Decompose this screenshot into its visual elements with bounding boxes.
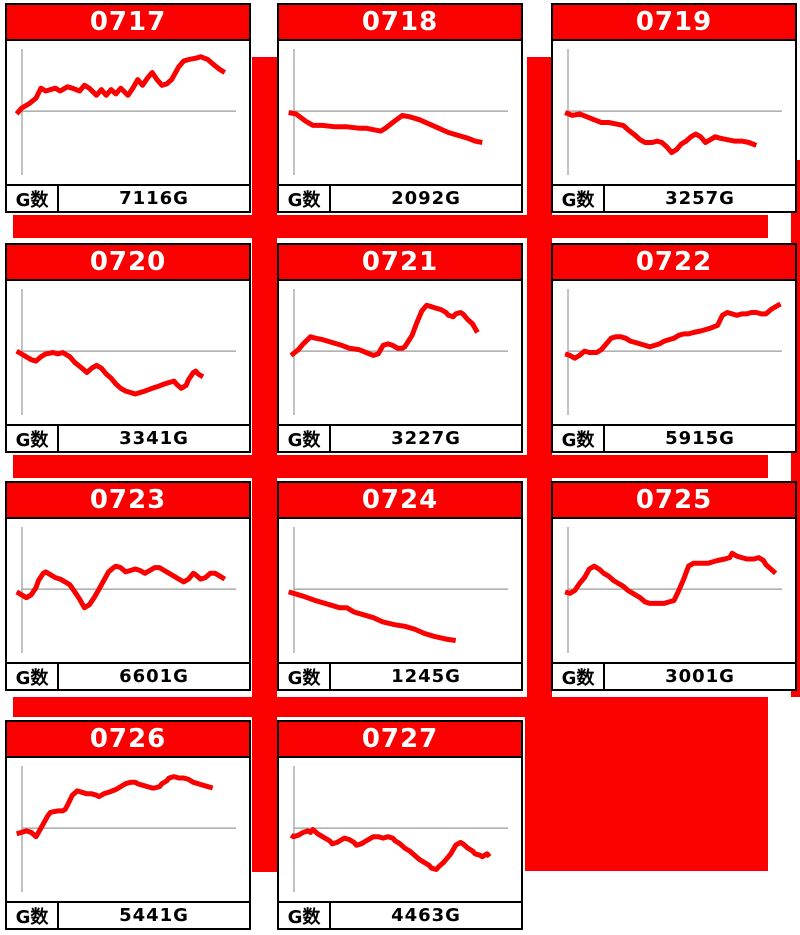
game-count-label: G数: [553, 186, 605, 211]
game-count-value: 3257G: [665, 188, 735, 209]
machine-card-0725[interactable]: 0725 G数 3001G: [551, 481, 797, 691]
trend-line: [288, 110, 483, 145]
trend-chart: [553, 519, 795, 662]
trend-chart: [279, 281, 521, 424]
game-count-footer: G数 4463G: [279, 901, 521, 928]
game-count-footer: G数 6601G: [7, 662, 249, 689]
game-count-label: G数: [7, 186, 59, 211]
empty-slot-red-block: [525, 697, 768, 871]
game-count-footer: G数 3341G: [7, 424, 249, 451]
machine-number-header: 0724: [279, 483, 521, 519]
game-count-value: 3341G: [119, 428, 189, 449]
gutter-band-vertical-2: [527, 57, 552, 697]
game-count-label: G数: [279, 903, 331, 928]
game-count-label: G数: [279, 186, 331, 211]
machine-number-header: 0720: [7, 245, 249, 281]
game-count-footer: G数 5915G: [553, 424, 795, 451]
game-count-value: 6601G: [119, 666, 189, 687]
game-count-label: G数: [7, 903, 59, 928]
machine-number-header: 0717: [7, 5, 249, 41]
trend-line: [564, 110, 758, 155]
machine-card-0717[interactable]: 0717 G数 7116G: [5, 3, 251, 213]
game-count-footer: G数 2092G: [279, 184, 521, 211]
machine-number-header: 0719: [553, 5, 795, 41]
trend-chart-svg: [564, 527, 782, 653]
game-count-label: G数: [553, 664, 605, 689]
machine-card-0720[interactable]: 0720 G数 3341G: [5, 243, 251, 453]
trend-line: [289, 302, 480, 358]
trend-line: [15, 563, 227, 611]
trend-line: [14, 54, 227, 116]
trend-chart: [553, 41, 795, 184]
trend-line: [287, 589, 457, 643]
trend-chart-svg: [287, 527, 508, 653]
machine-card-0723[interactable]: 0723 G数 6601G: [5, 481, 251, 691]
game-count-value: 1245G: [391, 666, 461, 687]
gutter-band-horizontal-1: [13, 215, 768, 238]
trend-chart-svg: [289, 289, 508, 415]
game-count-value: 3001G: [665, 666, 735, 687]
trend-line: [564, 550, 778, 606]
game-count-footer: G数 3227G: [279, 424, 521, 451]
game-count-label: G数: [553, 426, 605, 451]
machine-number-header: 0723: [7, 483, 249, 519]
trend-chart: [7, 281, 249, 424]
game-count-value: 4463G: [391, 905, 461, 926]
trend-chart: [279, 758, 521, 901]
machine-card-0726[interactable]: 0726 G数 5441G: [5, 720, 251, 930]
trend-line: [289, 827, 492, 872]
trend-line: [15, 774, 214, 840]
machine-card-0724[interactable]: 0724 G数 1245G: [277, 481, 523, 691]
trend-chart-svg: [15, 289, 236, 415]
game-count-value: 2092G: [391, 188, 461, 209]
game-count-footer: G数 5441G: [7, 901, 249, 928]
machine-number-header: 0725: [553, 483, 795, 519]
machine-card-0721[interactable]: 0721 G数 3227G: [277, 243, 523, 453]
trend-chart: [279, 519, 521, 662]
machine-number-header: 0727: [279, 722, 521, 758]
trend-chart-svg: [14, 49, 236, 175]
game-count-label: G数: [7, 426, 59, 451]
trend-chart: [7, 519, 249, 662]
trend-chart: [7, 41, 249, 184]
trend-chart-svg: [15, 527, 236, 653]
machine-number-header: 0726: [7, 722, 249, 758]
game-count-footer: G数 3257G: [553, 184, 795, 211]
trend-chart-svg: [564, 49, 782, 175]
machine-card-0722[interactable]: 0722 G数 5915G: [551, 243, 797, 453]
trend-chart: [7, 758, 249, 901]
game-count-label: G数: [279, 664, 331, 689]
game-count-footer: G数 7116G: [7, 184, 249, 211]
machine-number-header: 0718: [279, 5, 521, 41]
machine-card-0719[interactable]: 0719 G数 3257G: [551, 3, 797, 213]
game-count-value: 7116G: [119, 188, 189, 209]
game-count-label: G数: [279, 426, 331, 451]
trend-chart-svg: [289, 766, 508, 892]
machine-card-0718[interactable]: 0718 G数 2092G: [277, 3, 523, 213]
trend-line: [564, 301, 782, 361]
trend-chart-svg: [564, 289, 782, 415]
game-count-value: 5915G: [665, 428, 735, 449]
game-count-value: 3227G: [391, 428, 461, 449]
gutter-band-horizontal-2: [13, 455, 768, 478]
game-count-footer: G数 1245G: [279, 662, 521, 689]
trend-line: [15, 348, 205, 397]
trend-chart-svg: [15, 766, 236, 892]
trend-chart: [553, 281, 795, 424]
trend-chart: [279, 41, 521, 184]
machine-number-header: 0722: [553, 245, 795, 281]
trend-chart-svg: [288, 49, 508, 175]
machine-number-header: 0721: [279, 245, 521, 281]
game-count-footer: G数 3001G: [553, 662, 795, 689]
machine-card-0727[interactable]: 0727 G数 4463G: [277, 720, 523, 930]
game-count-label: G数: [7, 664, 59, 689]
game-count-value: 5441G: [119, 905, 189, 926]
